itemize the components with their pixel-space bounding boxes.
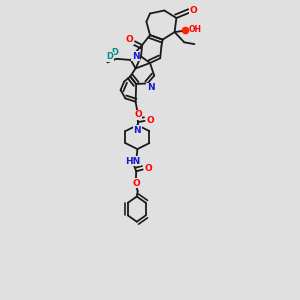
Text: O: O [132, 179, 140, 188]
Text: D: D [112, 48, 119, 57]
Text: O: O [190, 6, 198, 15]
Text: N: N [147, 83, 154, 92]
Text: N: N [134, 126, 141, 135]
Text: OH: OH [188, 25, 202, 34]
Text: O: O [144, 164, 152, 173]
Text: O: O [134, 110, 142, 119]
Text: N: N [132, 52, 140, 61]
Text: HN: HN [126, 157, 141, 166]
Text: D: D [106, 52, 113, 62]
Text: O: O [126, 35, 134, 44]
Text: O: O [146, 116, 154, 125]
